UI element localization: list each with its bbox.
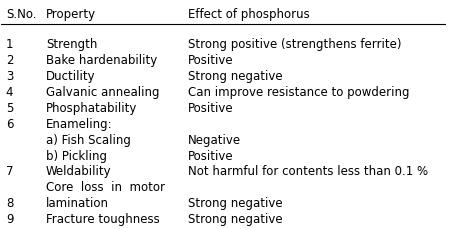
Text: b) Pickling: b) Pickling [46,150,107,163]
Text: Not harmful for contents less than 0.1 %: Not harmful for contents less than 0.1 % [188,166,428,178]
Text: Property: Property [46,8,96,21]
Text: Enameling:: Enameling: [46,118,112,131]
Text: Strong negative: Strong negative [188,213,283,226]
Text: Strength: Strength [46,38,97,51]
Text: S.No.: S.No. [6,8,36,21]
Text: 1: 1 [6,38,13,51]
Text: Bake hardenability: Bake hardenability [46,54,157,67]
Text: 4: 4 [6,86,13,99]
Text: 2: 2 [6,54,13,67]
Text: 7: 7 [6,166,13,178]
Text: lamination: lamination [46,197,109,210]
Text: Galvanic annealing: Galvanic annealing [46,86,159,99]
Text: 3: 3 [6,70,13,83]
Text: Can improve resistance to powdering: Can improve resistance to powdering [188,86,410,99]
Text: 5: 5 [6,102,13,115]
Text: a) Fish Scaling: a) Fish Scaling [46,134,131,147]
Text: Core  loss  in  motor: Core loss in motor [46,181,165,194]
Text: Weldability: Weldability [46,166,111,178]
Text: Strong negative: Strong negative [188,197,283,210]
Text: Negative: Negative [188,134,241,147]
Text: 8: 8 [6,197,13,210]
Text: Fracture toughness: Fracture toughness [46,213,160,226]
Text: Effect of phosphorus: Effect of phosphorus [188,8,310,21]
Text: Strong negative: Strong negative [188,70,283,83]
Text: 6: 6 [6,118,13,131]
Text: Positive: Positive [188,54,234,67]
Text: Positive: Positive [188,150,234,163]
Text: Phosphatability: Phosphatability [46,102,137,115]
Text: Positive: Positive [188,102,234,115]
Text: 9: 9 [6,213,13,226]
Text: Strong positive (strengthens ferrite): Strong positive (strengthens ferrite) [188,38,401,51]
Text: Ductility: Ductility [46,70,95,83]
